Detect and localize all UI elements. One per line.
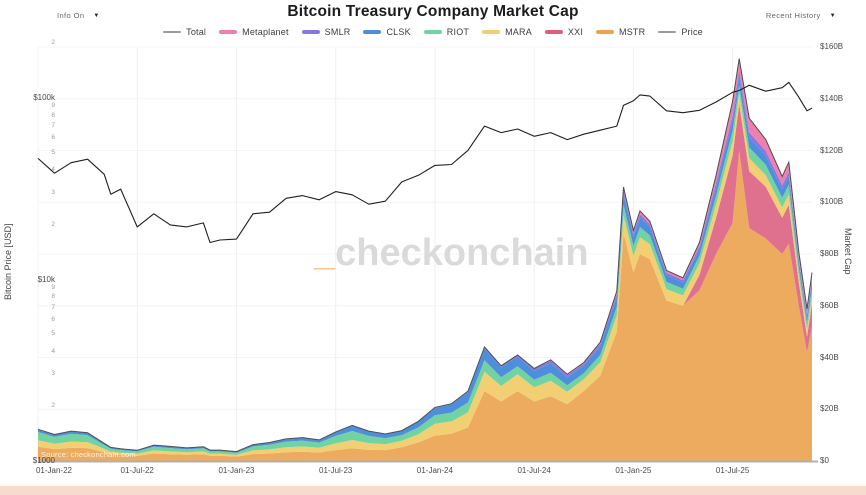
chevron-down-icon: ▼ bbox=[829, 12, 836, 19]
left-axis-minor-tick: 4 bbox=[51, 347, 55, 355]
left-axis-minor-tick: 4 bbox=[51, 166, 55, 174]
legend-label: Metaplanet bbox=[242, 27, 289, 37]
legend-item-price[interactable]: Price bbox=[658, 27, 703, 37]
right-axis-tick: $40B bbox=[820, 352, 839, 362]
right-axis-tick: $160B bbox=[820, 42, 844, 51]
right-axis-tick: $0 bbox=[820, 456, 829, 465]
x-axis-tick: 01-Jan-25 bbox=[615, 466, 652, 475]
right-axis-tick: $140B bbox=[820, 93, 844, 103]
legend-swatch-mstr bbox=[596, 30, 615, 34]
source-note: Source: checkonchain.com bbox=[41, 450, 136, 459]
legend-item-total[interactable]: Total bbox=[163, 27, 206, 37]
legend-label: XXI bbox=[567, 27, 584, 37]
legend-label: Total bbox=[186, 27, 207, 37]
chevron-down-icon: ▼ bbox=[93, 12, 100, 19]
legend-swatch-metaplanet bbox=[219, 30, 238, 34]
area-metaplanet bbox=[38, 58, 812, 452]
left-axis-minor-tick: 5 bbox=[51, 148, 55, 156]
legend-item-metaplanet[interactable]: Metaplanet bbox=[219, 27, 289, 37]
left-axis-minor-tick: 2 bbox=[51, 39, 55, 47]
left-axis-tick: $100k bbox=[33, 93, 55, 102]
legend-label: RIOT bbox=[446, 27, 470, 37]
legend-item-clsk[interactable]: CLSK bbox=[363, 27, 411, 37]
price-line bbox=[37, 81, 813, 244]
legend-label: MSTR bbox=[619, 27, 646, 37]
page-title: Bitcoin Treasury Company Market Cap bbox=[287, 3, 579, 20]
x-axis-tick: 01-Jul-23 bbox=[319, 466, 353, 475]
info-dropdown-label: Info On bbox=[57, 11, 85, 20]
right-axis-tick: $20B bbox=[820, 404, 839, 414]
left-axis-minor-tick: 6 bbox=[51, 134, 55, 142]
legend-swatch-riot bbox=[423, 30, 442, 34]
left-axis-minor-tick: 6 bbox=[51, 315, 55, 323]
left-axis-minor-tick: 2 bbox=[51, 402, 55, 410]
legend-label: Price bbox=[681, 27, 703, 37]
left-axis-minor-tick: 7 bbox=[51, 303, 55, 311]
area-mstr bbox=[38, 150, 812, 461]
left-axis-tick: $1000 bbox=[32, 456, 55, 465]
legend-item-xxi[interactable]: XXI bbox=[544, 27, 584, 37]
legend-label: MARA bbox=[505, 27, 532, 37]
watermark-underscore: _ bbox=[314, 232, 336, 274]
x-axis-tick: 01-Jul-22 bbox=[120, 466, 154, 475]
x-axis-tick: 01-Jan-22 bbox=[35, 466, 73, 475]
left-axis-minor-tick: 7 bbox=[51, 122, 55, 130]
area-clsk bbox=[38, 76, 812, 453]
legend: Total Metaplanet SMLR CLSK RIOT MARA XXI MSTR Pr… bbox=[0, 27, 866, 37]
left-axis-minor-tick: 8 bbox=[51, 111, 55, 119]
legend-label: CLSK bbox=[386, 27, 411, 37]
left-axis-minor-tick: 3 bbox=[51, 188, 55, 196]
bottom-accent-bar bbox=[0, 486, 866, 495]
left-axis-minor-tick: 9 bbox=[51, 102, 55, 110]
area-mara bbox=[38, 93, 812, 457]
legend-swatch-mara bbox=[482, 30, 501, 34]
right-axis-title: Market Cap bbox=[843, 228, 853, 275]
right-axis-tick: $60B bbox=[820, 300, 839, 310]
left-axis-minor-tick: 2 bbox=[51, 220, 55, 228]
legend-label: SMLR bbox=[324, 27, 351, 37]
left-axis-tick: $10k bbox=[37, 274, 55, 284]
legend-item-smlr[interactable]: SMLR bbox=[301, 27, 351, 37]
legend-swatch-price bbox=[658, 31, 677, 33]
legend-item-mara[interactable]: MARA bbox=[482, 27, 532, 37]
left-axis-minor-tick: 9 bbox=[51, 283, 55, 291]
watermark: _checkonchain bbox=[314, 232, 589, 275]
legend-item-riot[interactable]: RIOT bbox=[423, 27, 470, 37]
total-line bbox=[37, 58, 813, 453]
watermark-text: checkonchain bbox=[335, 232, 589, 274]
left-axis-minor-tick: 5 bbox=[51, 330, 55, 338]
history-dropdown[interactable]: Recent History ▼ bbox=[766, 11, 836, 20]
area-riot bbox=[38, 85, 812, 455]
info-dropdown[interactable]: Info On ▼ bbox=[57, 11, 100, 20]
x-axis-tick: 01-Jan-23 bbox=[218, 466, 255, 475]
x-axis-tick: 01-Jan-24 bbox=[416, 466, 453, 475]
left-axis-minor-tick: 8 bbox=[51, 293, 55, 301]
legend-item-mstr[interactable]: MSTR bbox=[596, 27, 645, 37]
right-axis-tick: $80B bbox=[820, 249, 839, 258]
legend-swatch-total bbox=[163, 31, 182, 33]
right-axis-tick: $120B bbox=[820, 145, 844, 155]
left-axis-minor-tick: 3 bbox=[51, 370, 55, 378]
right-axis-tick: $100B bbox=[820, 197, 844, 207]
history-dropdown-label: Recent History bbox=[765, 11, 821, 20]
x-axis-tick: 01-Jul-25 bbox=[715, 466, 750, 475]
legend-swatch-clsk bbox=[363, 30, 382, 34]
x-axis-tick: 01-Jul-24 bbox=[517, 466, 551, 475]
legend-swatch-xxi bbox=[544, 30, 563, 34]
legend-swatch-smlr bbox=[301, 30, 320, 34]
